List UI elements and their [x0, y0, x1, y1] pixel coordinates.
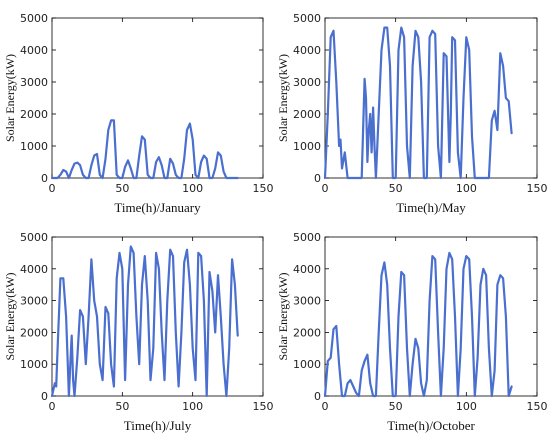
- y-axis-label: Solar Energy(kW): [3, 272, 17, 360]
- y-tick-label: 3000: [20, 76, 48, 89]
- plot-frame: [51, 236, 264, 397]
- y-tick-label: 3000: [293, 295, 321, 308]
- x-tick-label: 50: [115, 400, 129, 413]
- x-tick-label: 100: [182, 182, 203, 195]
- y-tick-label: 0: [314, 390, 321, 403]
- subplot-october: 0 50 100 150 0 1000 2000 3000 4000 5000 Time(h)/Oc…: [276, 231, 548, 433]
- y-tick-label: 1000: [293, 140, 321, 153]
- x-tick-label: 50: [389, 400, 403, 413]
- y-tick-label: 3000: [293, 76, 321, 89]
- subplot-july: 0 50 100 150 0 1000 2000 3000 4000 5000 Time(h)/Ju…: [3, 231, 274, 433]
- y-axis-label: Solar Energy(kW): [3, 54, 17, 142]
- x-axis-label: Time(h)/January: [114, 200, 201, 215]
- x-tick-label: 50: [389, 182, 403, 195]
- series-line: [323, 251, 513, 398]
- y-axis-label: Solar Energy(kW): [276, 54, 290, 142]
- y-tick-label: 5000: [293, 12, 321, 25]
- y-tick-label: 4000: [20, 263, 48, 276]
- x-tick-label: 150: [253, 400, 274, 413]
- x-tick-label: 150: [253, 182, 274, 195]
- y-tick-label: 1000: [20, 140, 48, 153]
- y-tick-label: 0: [314, 172, 321, 185]
- y-tick-label: 0: [41, 172, 48, 185]
- plot-frame: [324, 236, 538, 397]
- x-tick-label: 0: [322, 182, 329, 195]
- y-tick-label: 5000: [20, 12, 48, 25]
- x-tick-label: 0: [49, 182, 56, 195]
- y-tick-label: 4000: [293, 263, 321, 276]
- series-line: [323, 26, 513, 180]
- subplot-may: 0 50 100 150 0 1000 2000 3000 4000 5000 Time(h)/Ma…: [276, 12, 548, 215]
- y-tick-label: 5000: [20, 231, 48, 244]
- y-tick-label: 4000: [20, 44, 48, 57]
- y-tick-label: 0: [41, 390, 48, 403]
- y-tick-label: 2000: [293, 108, 321, 121]
- plot-frame: [324, 17, 538, 179]
- series-line: [50, 119, 239, 180]
- subplot-january: 0 50 100 150 0 1000 2000 3000 4000 5000 Time(h)/Ja…: [3, 12, 274, 215]
- y-tick-label: 1000: [293, 358, 321, 371]
- y-tick-label: 2000: [20, 326, 48, 339]
- x-tick-label: 0: [322, 400, 329, 413]
- y-tick-label: 3000: [20, 295, 48, 308]
- y-tick-label: 5000: [293, 231, 321, 244]
- x-axis-label: Time(h)/October: [387, 418, 475, 433]
- series-line: [50, 245, 239, 398]
- x-tick-label: 100: [456, 400, 477, 413]
- y-axis-label: Solar Energy(kW): [276, 272, 290, 360]
- x-tick-label: 0: [49, 400, 56, 413]
- x-tick-label: 100: [182, 400, 203, 413]
- y-tick-label: 2000: [293, 326, 321, 339]
- x-tick-label: 50: [115, 182, 129, 195]
- plot-frame: [51, 17, 264, 179]
- x-axis-label: Time(h)/July: [124, 418, 192, 433]
- y-tick-label: 1000: [20, 358, 48, 371]
- x-axis-label: Time(h)/May: [396, 200, 466, 215]
- y-tick-label: 4000: [293, 44, 321, 57]
- x-tick-label: 150: [527, 182, 548, 195]
- y-tick-label: 2000: [20, 108, 48, 121]
- x-tick-label: 100: [456, 182, 477, 195]
- x-tick-label: 150: [527, 400, 548, 413]
